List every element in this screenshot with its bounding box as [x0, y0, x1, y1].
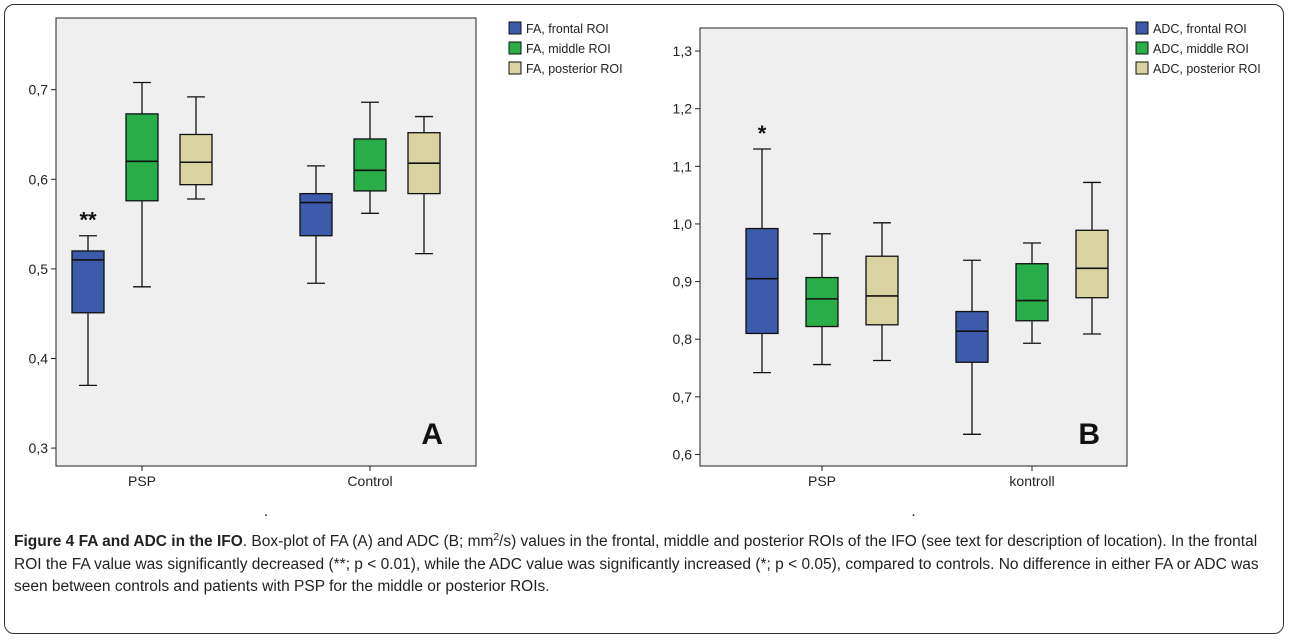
legend-swatch [1135, 61, 1149, 75]
caption-title: Figure 4 FA and ADC in the IFO [14, 533, 243, 551]
x-axis-label: . [264, 503, 268, 520]
box-body [805, 276, 839, 328]
legend-swatch [508, 21, 522, 35]
legend-label: ADC, frontal ROI [1153, 22, 1247, 36]
box-adc-frontal-roi-kontroll [955, 259, 989, 435]
box-fa-frontal-roi-psp: ** [71, 208, 105, 387]
y-tick-label: 1,0 [673, 216, 693, 232]
y-tick-label: 0,7 [29, 82, 49, 98]
legend: ADC, frontal ROI ADC, middle ROI ADC, post… [1135, 21, 1261, 76]
legend-swatch [1135, 21, 1149, 35]
legend: FA, frontal ROI FA, middle ROI FA, posteri… [508, 21, 623, 76]
box-adc-frontal-roi-psp: * [745, 121, 779, 374]
box-adc-posterior-roi-kontroll [1075, 181, 1109, 335]
box-body [955, 310, 989, 363]
box-body [865, 255, 899, 326]
x-tick-label: PSP [808, 473, 836, 489]
legend-label: ADC, middle ROI [1153, 42, 1249, 56]
legend-swatch [508, 41, 522, 55]
significance-annotation: ** [79, 208, 97, 233]
y-tick-label: 1,3 [673, 43, 693, 59]
box-adc-middle-roi-kontroll [1015, 242, 1049, 344]
box-fa-middle-roi-control [353, 101, 387, 214]
box-body [1075, 229, 1109, 299]
chart-panel-a: 0,3 0,4 0,5 0,6 0,7 PSP Control. ** A FA, frontal… [29, 17, 623, 520]
chart-panel-b: 0,6 0,7 0,8 0,9 1,0 1,1 1,2 1,3 PSP kontroll. * B AD… [673, 21, 1261, 520]
y-tick-label: 0,6 [673, 446, 693, 462]
y-tick-label: 0,8 [673, 331, 693, 347]
box-body [179, 133, 213, 186]
box-body [71, 250, 105, 314]
legend-label: FA, frontal ROI [526, 22, 609, 36]
plot-area [55, 17, 477, 467]
x-tick-label: kontroll [1009, 473, 1054, 489]
y-tick-label: 0,3 [29, 440, 49, 456]
y-tick-label: 0,6 [29, 171, 49, 187]
box-body [1015, 263, 1049, 322]
legend-label: FA, posterior ROI [526, 62, 623, 76]
caption-superscript: 2 [493, 532, 500, 543]
box-body [299, 192, 333, 237]
caption-text-2: /s) values in the frontal, middle and po… [14, 533, 1259, 596]
box-body [745, 227, 779, 335]
y-tick-label: 1,2 [673, 101, 693, 117]
legend-swatch [508, 61, 522, 75]
x-tick-label: Control [347, 473, 392, 489]
y-tick-label: 0,4 [29, 350, 49, 366]
x-axis-label: . [911, 503, 915, 520]
box-body [353, 138, 387, 192]
box-fa-frontal-roi-control [299, 165, 333, 284]
y-tick-label: 0,7 [673, 389, 693, 405]
legend-label: FA, middle ROI [526, 42, 611, 56]
legend-label: ADC, posterior ROI [1153, 62, 1261, 76]
y-tick-label: 0,5 [29, 261, 49, 277]
panel-label: B [1078, 418, 1100, 451]
figure-charts: 0,3 0,4 0,5 0,6 0,7 PSP Control. ** A FA, frontal… [29, 17, 1261, 520]
box-fa-posterior-roi-control [407, 115, 441, 255]
caption-text-1: . Box-plot of FA (A) and ADC (B; mm [242, 533, 494, 551]
legend-swatch [1135, 41, 1149, 55]
box-adc-middle-roi-psp [805, 233, 839, 366]
box-fa-posterior-roi-psp [179, 96, 213, 200]
x-tick-label: PSP [128, 473, 156, 489]
y-tick-label: 0,9 [673, 274, 693, 290]
figure-frame [4, 4, 1284, 634]
box-adc-posterior-roi-psp [865, 222, 899, 362]
figure-caption: Figure 4 FA and ADC in the IFO. Box-plot… [14, 527, 1276, 599]
y-tick-label: 1,1 [673, 158, 693, 174]
panel-label: A [421, 418, 443, 451]
significance-annotation: * [758, 121, 767, 146]
box-fa-middle-roi-psp [125, 81, 159, 288]
box-body [125, 113, 159, 202]
